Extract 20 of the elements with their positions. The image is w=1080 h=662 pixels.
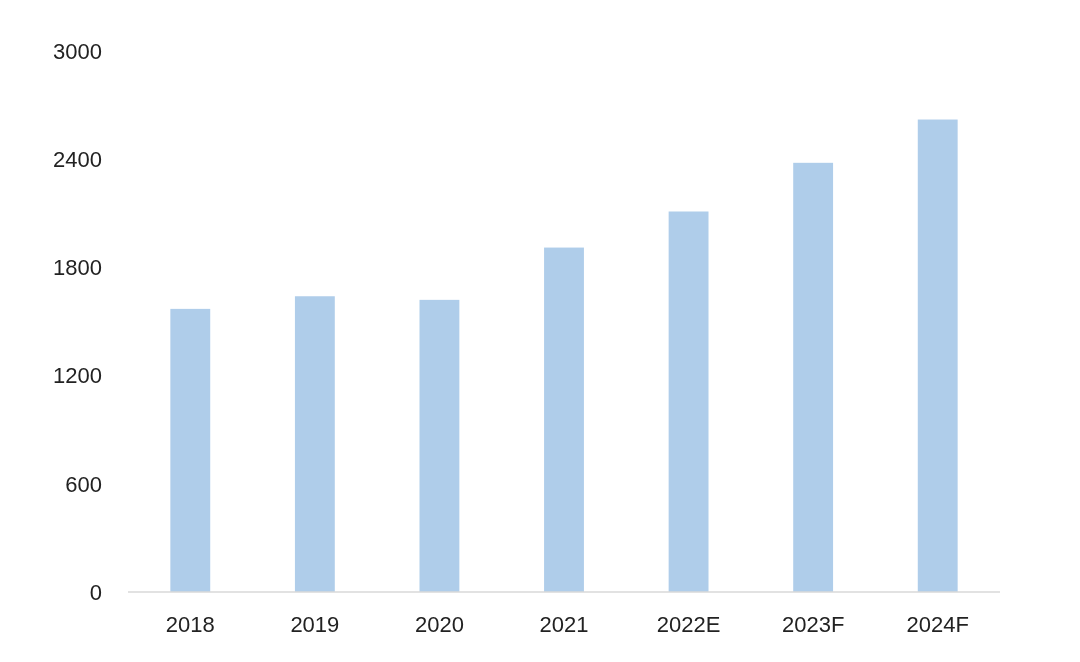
x-tick-label: 2024F xyxy=(906,612,969,637)
bar xyxy=(544,247,584,592)
x-tick-label: 2020 xyxy=(414,612,464,637)
x-tick-label: 2023F xyxy=(781,612,845,637)
bar xyxy=(294,296,335,592)
bar xyxy=(668,211,709,592)
y-tick-label: 3000 xyxy=(53,38,102,64)
bar xyxy=(917,119,958,592)
x-tick-label: 2019 xyxy=(290,612,340,637)
y-tick-label: 1800 xyxy=(53,255,102,281)
bar xyxy=(170,308,211,592)
x-tick-label: 2021 xyxy=(539,612,589,637)
y-tick-label: 0 xyxy=(89,579,102,605)
bar xyxy=(419,299,460,592)
x-tick-label: 2018 xyxy=(165,612,215,637)
y-tick-label: 2400 xyxy=(53,146,102,172)
x-tick-label: 2022E xyxy=(656,612,721,637)
bar xyxy=(793,162,834,592)
y-tick-label: 1200 xyxy=(53,363,102,389)
y-tick-label: 600 xyxy=(65,471,102,497)
